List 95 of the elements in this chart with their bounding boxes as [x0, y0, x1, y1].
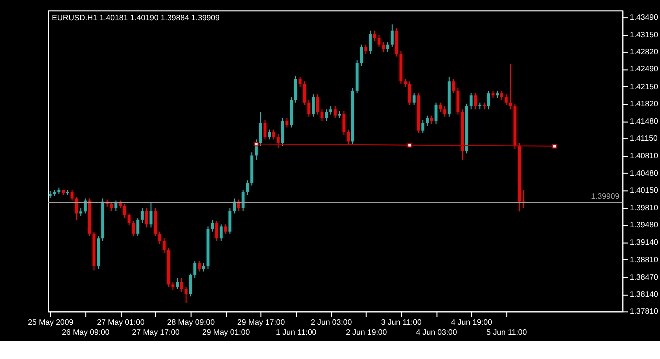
candlestick [123, 204, 126, 219]
candlestick [412, 92, 416, 106]
candlestick [242, 190, 245, 212]
candlestick [75, 196, 78, 220]
candlestick [136, 218, 140, 238]
x-tick-label: 3 Jun 11:00 [381, 318, 423, 327]
candlestick [158, 231, 162, 245]
x-tick-label: 29 May 01:00 [202, 328, 251, 337]
y-tick-label: 1.40480 [630, 168, 660, 178]
y-tick-label: 1.38810 [630, 255, 660, 264]
candlestick [308, 100, 311, 118]
candlestick [487, 90, 490, 110]
y-tick-label: 1.42490 [630, 64, 660, 74]
x-tick-label: 2 Jun 03:00 [310, 318, 353, 327]
candlestick [303, 81, 306, 106]
candlestick [162, 238, 166, 254]
x-tick-label: 4 Jun 03:00 [416, 328, 458, 337]
candlestick [439, 102, 442, 113]
x-tick-label: 27 May 01:00 [97, 318, 146, 327]
candlestick [444, 106, 447, 118]
ref-line-label: 1.39909 [591, 192, 620, 201]
chart-title: EURUSD.H1 1.40181 1.40190 1.39884 1.39909 [52, 14, 220, 22]
candlestick [422, 120, 425, 134]
x-tick-label: 26 May 09:00 [62, 328, 110, 337]
candlestick [360, 44, 364, 67]
candlestick [347, 129, 350, 146]
candlestick [470, 92, 473, 110]
y-tick-label: 1.43490 [630, 12, 660, 22]
candlestick [224, 224, 228, 234]
candlestick [176, 278, 180, 290]
candlestick [281, 118, 284, 147]
candlestick [390, 24, 394, 48]
candlestick [364, 44, 368, 55]
y-tick-label: 1.38140 [630, 290, 660, 300]
x-tick-label: 2 Jun 19:00 [346, 328, 388, 337]
candlestick [211, 219, 214, 232]
y-tick-label: 1.39810 [630, 204, 660, 212]
candlestick [194, 260, 197, 279]
candlestick [504, 94, 508, 106]
y-tick-label: 1.40150 [630, 186, 660, 195]
candlestick [325, 109, 328, 122]
y-tick-label: 1.37810 [630, 307, 660, 316]
candlestick [145, 208, 148, 228]
candlestick [312, 94, 315, 118]
candlestick [456, 88, 460, 116]
candlestick [228, 208, 232, 234]
candlestick [189, 273, 192, 298]
candlestick [294, 75, 298, 104]
y-tick-label: 1.38470 [630, 272, 660, 282]
candlestick [184, 286, 188, 304]
candlestick [342, 110, 346, 136]
x-tick-label: 25 May 2009 [28, 318, 74, 327]
candlestick [426, 115, 429, 127]
candlestick [316, 94, 320, 116]
x-tick-label: 28 May 09:00 [167, 318, 216, 327]
candlestick [373, 30, 376, 42]
y-tick-label: 1.41820 [630, 99, 660, 108]
candlestick [180, 278, 184, 292]
candlestick [386, 42, 390, 53]
y-tick-label: 1.40810 [630, 152, 660, 161]
candlestick [298, 76, 302, 88]
candlestick [259, 112, 262, 147]
x-tick-label: 1 Jun 11:00 [276, 328, 318, 337]
candlestick [395, 28, 398, 58]
candlestick [198, 260, 201, 272]
candlestick [216, 220, 218, 242]
candlestick [334, 106, 337, 119]
candlestick [140, 208, 144, 224]
candlestick [276, 134, 280, 148]
candlestick [154, 208, 158, 238]
candlestick [286, 118, 289, 128]
candlestick [268, 129, 272, 140]
candlestick [500, 90, 504, 101]
candlestick [220, 224, 223, 242]
y-tick-label: 1.39480 [630, 220, 660, 230]
candlestick [70, 190, 74, 202]
candlestick [132, 220, 136, 238]
x-tick-label: 4 Jun 19:00 [451, 318, 493, 327]
x-tick-label: 29 May 17:00 [238, 318, 286, 327]
y-tick-label: 1.42820 [630, 48, 660, 57]
candlestick [246, 180, 250, 196]
candlestick [382, 42, 386, 53]
candlestick [408, 81, 412, 106]
candlestick [128, 213, 131, 226]
candlestick [272, 129, 276, 140]
x-tick-label: 5 Jun 11:00 [486, 328, 528, 337]
y-tick-label: 1.41480 [630, 116, 660, 126]
candlestick [369, 30, 372, 55]
y-tick-label: 1.43150 [630, 30, 660, 40]
y-tick-label: 1.41150 [630, 134, 658, 144]
y-tick-label: 1.39140 [630, 238, 660, 248]
y-tick-label: 1.42150 [630, 82, 660, 92]
candlestick [509, 64, 512, 110]
candlestick [452, 78, 456, 94]
x-tick-label: 27 May 17:00 [132, 328, 181, 337]
